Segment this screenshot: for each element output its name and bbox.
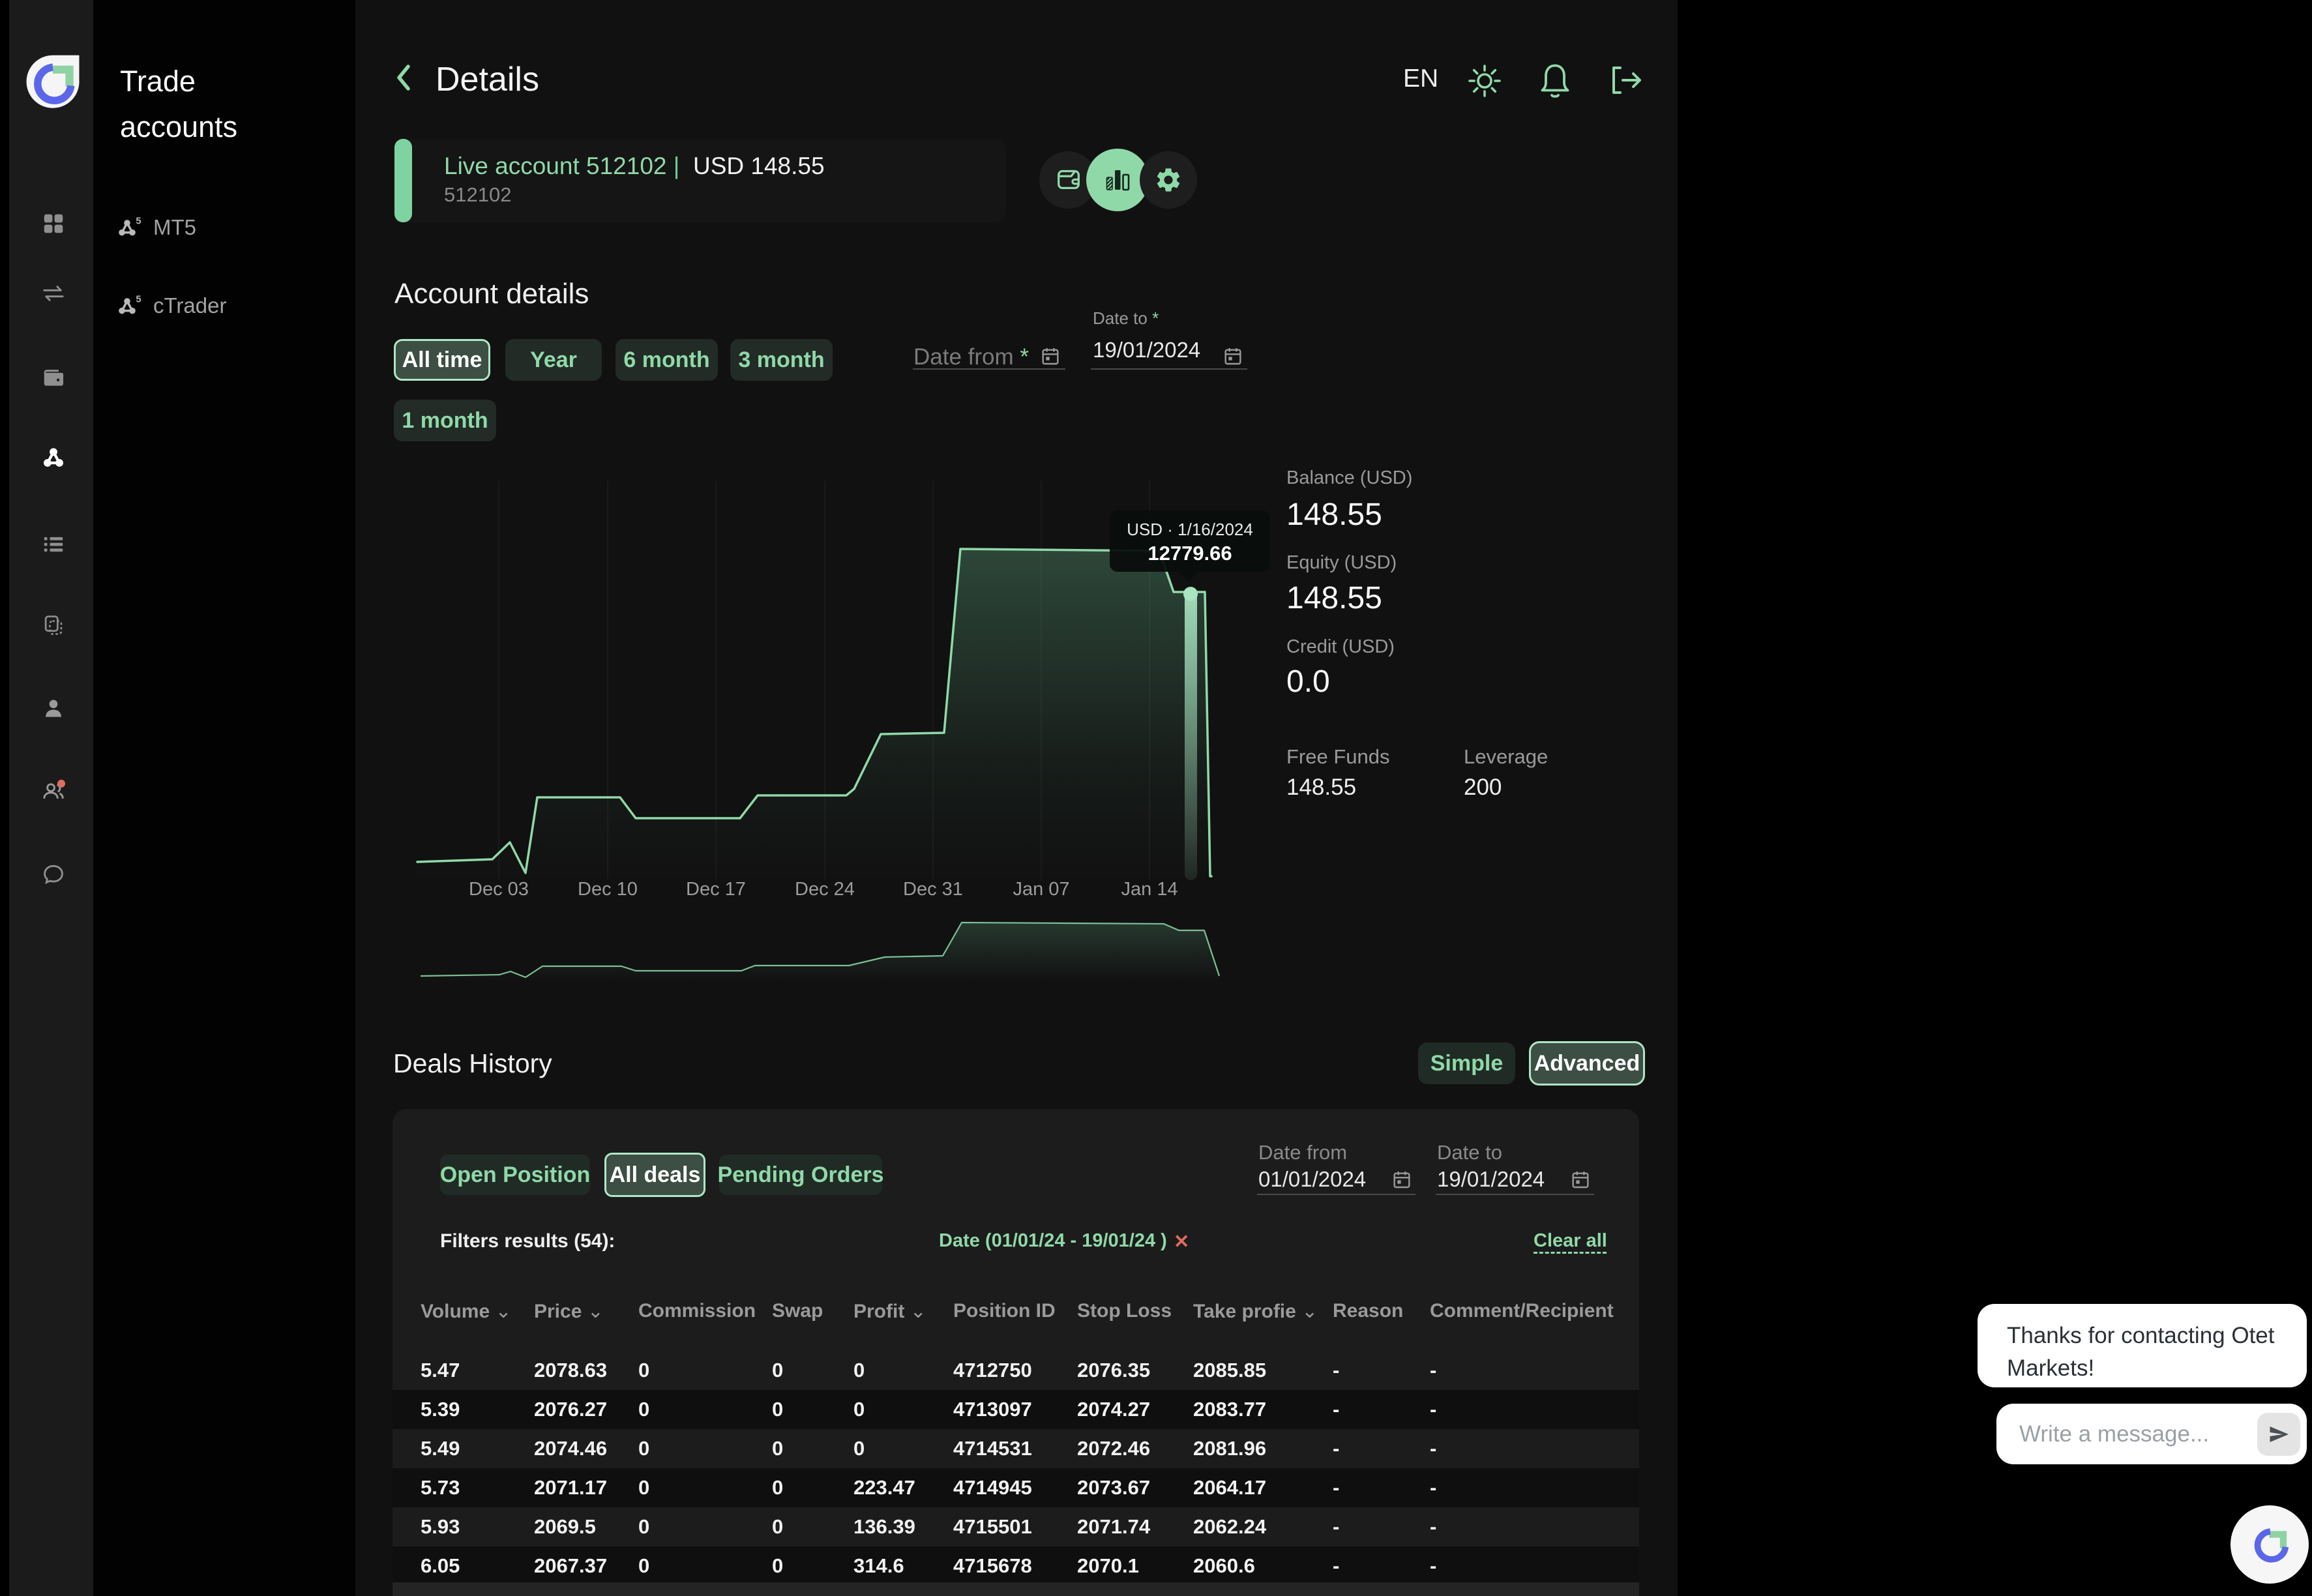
svg-text:Dec 10: Dec 10 (578, 879, 638, 900)
svg-text:Dec 24: Dec 24 (795, 879, 855, 900)
svg-text:Dec 31: Dec 31 (903, 879, 963, 900)
svg-text:5: 5 (136, 294, 141, 304)
svg-text:Jan 14: Jan 14 (1121, 879, 1178, 900)
svg-text:Dec 03: Dec 03 (469, 879, 529, 900)
svg-text:Jan 07: Jan 07 (1013, 879, 1069, 900)
svg-text:5: 5 (136, 216, 141, 226)
svg-text:Dec 17: Dec 17 (686, 879, 746, 900)
